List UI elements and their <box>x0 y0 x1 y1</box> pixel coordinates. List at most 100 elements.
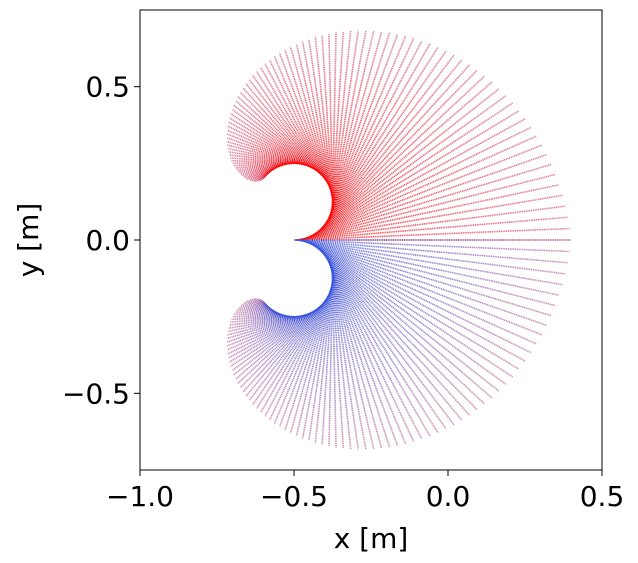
upper-pulley-rays-line <box>331 30 360 208</box>
lower-pulley-rays-line <box>243 302 284 316</box>
lower-pulley-rays-line <box>284 289 332 431</box>
lower-pulley-rays-line <box>264 295 329 417</box>
upper-pulley-rays-line <box>316 95 507 234</box>
upper-pulley-rays-line <box>329 33 399 216</box>
lower-pulley-rays-line <box>226 313 307 343</box>
upper-pulley-rays-line <box>252 75 327 181</box>
lower-pulley-rays-line <box>330 269 375 450</box>
upper-pulley-rays-line <box>301 183 560 240</box>
upper-pulley-rays-line <box>331 30 352 206</box>
upper-pulley-rays-line <box>319 75 486 231</box>
lower-pulley-rays-line <box>262 300 266 305</box>
x-tick-label: 0.5 <box>580 480 625 513</box>
upper-pulley-rays-line <box>295 43 333 194</box>
upper-pulley-rays-line <box>278 52 331 189</box>
upper-pulley-rays-line <box>327 40 423 220</box>
upper-pulley-rays-line <box>273 56 331 188</box>
lower-pulley-rays-line <box>248 301 326 401</box>
lower-pulley-rays-line <box>331 277 337 448</box>
upper-pulley-rays-line <box>324 54 455 226</box>
upper-pulley-rays-line <box>328 37 415 219</box>
upper-pulley-rays-line <box>330 30 375 211</box>
upper-pulley-rays-line <box>226 137 307 167</box>
upper-pulley-rays-line <box>303 173 556 240</box>
lower-pulley-rays-line <box>331 274 352 450</box>
lower-pulley-rays-line <box>331 272 360 450</box>
y-axis-label: y [m] <box>12 203 45 278</box>
lower-pulley-rays-line <box>245 302 325 397</box>
upper-pulley-rays-line <box>331 32 337 203</box>
lower-pulley-rays-line <box>329 264 399 447</box>
upper-pulley-rays-line <box>321 35 334 200</box>
lower-pulley-rays-line <box>313 244 520 370</box>
x-tick-label: 0.0 <box>426 480 471 513</box>
lower-pulley-rays-line <box>289 288 332 434</box>
upper-pulley-rays-line <box>264 63 329 185</box>
lower-pulley-rays-line <box>295 239 570 253</box>
upper-pulley-rays-line <box>284 49 332 191</box>
upper-pulley-rays-line <box>318 81 493 232</box>
upper-pulley-rays-line <box>330 31 383 213</box>
upper-pulley-rays-line <box>295 227 570 241</box>
lower-pulley-rays-line <box>306 241 547 327</box>
upper-pulley-rays-line <box>308 39 333 197</box>
lower-pulley-rays-line <box>321 280 334 445</box>
lower-pulley-rays-line <box>327 260 423 440</box>
upper-pulley-rays-line <box>331 31 345 205</box>
lower-pulley-rays-line <box>238 307 288 317</box>
lower-pulley-rays-line <box>310 243 532 354</box>
upper-pulley-rays-line <box>268 59 330 186</box>
lower-pulley-rays-line <box>303 240 556 307</box>
upper-pulley-rays-line <box>325 46 439 223</box>
lower-pulley-rays-line <box>297 239 568 264</box>
upper-pulley-rays-line <box>329 32 391 214</box>
lower-pulley-rays-line <box>268 294 330 421</box>
upper-pulley-rays-line <box>312 118 526 236</box>
lower-pulley-rays-line <box>312 244 526 362</box>
upper-pulley-rays-line <box>310 126 532 237</box>
upper-pulley-rays-line <box>328 33 334 201</box>
lower-pulley-rays-line <box>330 267 383 449</box>
y-tick-label: 0.0 <box>85 224 130 257</box>
lower-pulley-rays-line <box>329 266 391 448</box>
upper-pulley-rays-line <box>239 91 323 176</box>
lower-pulley-rays-line <box>233 307 319 376</box>
lower-pulley-rays-line <box>252 299 327 405</box>
lower-pulley-rays-line <box>324 254 455 426</box>
upper-pulley-rays-line <box>227 125 312 169</box>
lower-pulley-rays-line <box>298 239 566 275</box>
lower-pulley-rays-line <box>261 299 268 306</box>
upper-pulley-rays-line <box>307 144 543 239</box>
upper-pulley-rays-line <box>228 150 301 165</box>
lower-pulley-rays-line <box>278 291 331 428</box>
upper-pulley-rays-line <box>243 164 284 178</box>
lower-pulley-rays-line <box>325 257 439 434</box>
upper-pulley-rays-line <box>313 110 520 236</box>
lower-pulley-rays-line <box>317 247 500 392</box>
upper-pulley-rays-line <box>331 30 367 210</box>
upper-pulley-rays-line <box>300 194 563 241</box>
lower-pulley-rays-line <box>319 249 486 405</box>
upper-pulley-rays-line <box>248 79 326 179</box>
lower-pulley-rays-line <box>301 240 560 297</box>
x-axis-label: x [m] <box>334 522 409 555</box>
lower-pulley-rays-line <box>259 297 329 413</box>
lower-pulley-rays-line <box>322 252 471 416</box>
lower-pulley-rays-line <box>228 311 313 359</box>
upper-pulley-rays-line <box>231 108 318 172</box>
upper-pulley-rays-line <box>236 162 290 172</box>
y-tick-label: 0.5 <box>85 71 130 104</box>
upper-pulley-rays-line <box>314 102 514 235</box>
lower-pulley-rays-line <box>328 279 334 447</box>
lower-pulley-rays-line <box>295 286 333 437</box>
upper-pulley-rays-line <box>301 41 333 195</box>
lower-pulley-rays-line <box>231 308 318 372</box>
lower-pulley-rays-line <box>328 261 415 443</box>
lower-pulley-rays-line <box>236 308 290 318</box>
lower-pulley-rays-line <box>300 239 563 286</box>
upper-pulley-rays-line <box>297 216 568 241</box>
upper-pulley-rays-line <box>298 205 566 241</box>
upper-pulley-rays-line <box>323 59 463 227</box>
lower-pulley-rays-line <box>324 255 447 430</box>
